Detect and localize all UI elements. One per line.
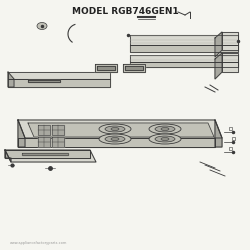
Polygon shape: [18, 138, 215, 147]
Polygon shape: [215, 53, 222, 79]
Polygon shape: [8, 72, 110, 79]
Polygon shape: [52, 137, 64, 147]
Bar: [228, 126, 232, 130]
Polygon shape: [222, 32, 238, 50]
Text: www.appliancefactoryparts.com: www.appliancefactoryparts.com: [10, 241, 68, 245]
Polygon shape: [130, 62, 238, 67]
Polygon shape: [222, 53, 238, 72]
Polygon shape: [38, 125, 50, 135]
Polygon shape: [130, 45, 238, 52]
Polygon shape: [18, 120, 222, 138]
Ellipse shape: [111, 138, 119, 140]
Polygon shape: [123, 64, 145, 72]
Ellipse shape: [37, 22, 47, 30]
Polygon shape: [8, 72, 14, 87]
Ellipse shape: [155, 126, 175, 132]
Ellipse shape: [105, 136, 125, 142]
Ellipse shape: [155, 136, 175, 142]
Polygon shape: [5, 150, 96, 162]
Polygon shape: [5, 150, 90, 158]
Polygon shape: [5, 150, 11, 162]
Ellipse shape: [149, 124, 181, 134]
Ellipse shape: [161, 138, 169, 140]
Polygon shape: [28, 80, 60, 82]
Ellipse shape: [111, 128, 119, 130]
Polygon shape: [52, 125, 64, 135]
Text: MODEL RGB746GEN1: MODEL RGB746GEN1: [72, 7, 178, 16]
Ellipse shape: [105, 126, 125, 132]
Polygon shape: [130, 35, 238, 45]
Polygon shape: [28, 123, 214, 137]
Polygon shape: [22, 153, 68, 155]
Ellipse shape: [149, 134, 181, 144]
Polygon shape: [130, 55, 238, 62]
Polygon shape: [215, 32, 222, 57]
Polygon shape: [125, 66, 143, 70]
Polygon shape: [18, 120, 25, 147]
Bar: [232, 136, 234, 140]
Polygon shape: [8, 79, 110, 87]
Polygon shape: [215, 120, 222, 147]
Polygon shape: [95, 64, 117, 72]
Ellipse shape: [99, 124, 131, 134]
Polygon shape: [38, 137, 50, 147]
Ellipse shape: [161, 128, 169, 130]
Polygon shape: [97, 66, 115, 70]
Ellipse shape: [99, 134, 131, 144]
Bar: [228, 146, 232, 150]
